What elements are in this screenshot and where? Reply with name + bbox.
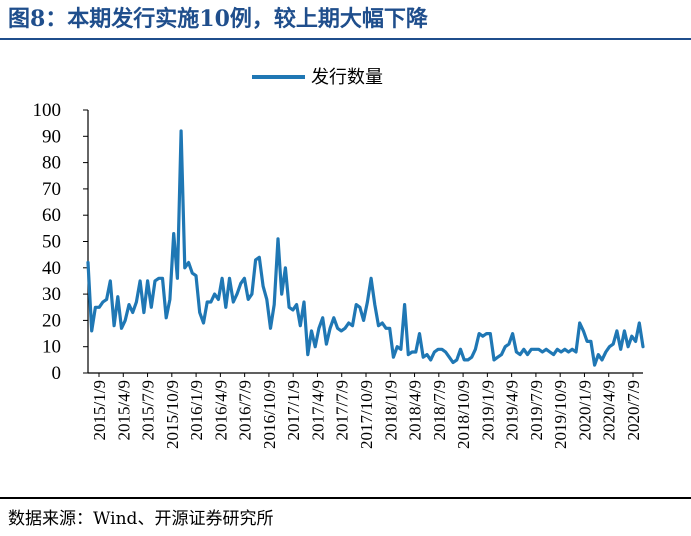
x-tick-label: 2015/4/9 <box>114 380 133 440</box>
x-tick-label: 2018/10/9 <box>454 380 473 449</box>
x-tick-label: 2020/1/9 <box>575 380 594 440</box>
x-tick-label: 2017/4/9 <box>308 380 327 440</box>
y-tick-label: 80 <box>42 153 61 174</box>
x-tick-label: 2020/4/9 <box>600 380 619 440</box>
y-axis: 0 10 20 30 40 50 60 70 80 90 100 <box>33 100 89 384</box>
x-tick-label: 2017/1/9 <box>284 380 303 440</box>
x-tick-label: 2018/4/9 <box>406 380 425 440</box>
legend-label: 发行数量 <box>311 67 383 88</box>
x-tick-label: 2019/1/9 <box>478 380 497 440</box>
x-tick-label: 2019/10/9 <box>551 380 570 449</box>
x-tick-label: 2018/7/9 <box>430 380 449 440</box>
x-tick-label: 2019/4/9 <box>503 380 522 440</box>
x-tick-label: 2016/7/9 <box>236 380 255 440</box>
x-axis: 2015/1/9 2015/4/9 2015/7/9 2015/10/9 2016/1/… <box>88 372 643 449</box>
series-line <box>86 129 645 367</box>
x-tick-label: 2015/7/9 <box>139 380 158 440</box>
source-note: 数据来源：Wind、开源证券研究所 <box>8 509 274 529</box>
y-tick-label: 100 <box>33 100 62 121</box>
y-tick-label: 90 <box>42 126 61 147</box>
plot-area <box>86 129 645 367</box>
x-tick-label: 2016/10/9 <box>260 380 279 449</box>
x-tick-label: 2019/7/9 <box>527 380 546 440</box>
footer-divider <box>0 497 691 499</box>
x-tick-label: 2015/10/9 <box>163 380 182 449</box>
x-tick-label: 2020/7/9 <box>624 380 643 440</box>
y-tick-label: 70 <box>42 179 61 200</box>
y-tick-label: 10 <box>42 337 61 358</box>
legend: 发行数量 <box>252 67 383 88</box>
y-tick-label: 30 <box>42 284 61 305</box>
title-divider <box>0 38 691 40</box>
x-tick-label: 2018/1/9 <box>381 380 400 440</box>
y-tick-label: 50 <box>42 232 61 253</box>
x-tick-label: 2017/7/9 <box>333 380 352 440</box>
y-tick-label: 20 <box>42 310 61 331</box>
x-tick-label: 2016/4/9 <box>211 380 230 440</box>
x-tick-label: 2017/10/9 <box>357 380 376 449</box>
y-tick-label: 60 <box>42 205 61 226</box>
figure-title: 图8：本期发行实施10例，较上期大幅下降 <box>8 6 428 32</box>
y-tick-label: 0 <box>52 363 62 384</box>
x-tick-label: 2016/1/9 <box>187 380 206 440</box>
y-tick-label: 40 <box>42 258 61 279</box>
x-tick-label: 2015/1/9 <box>90 380 109 440</box>
